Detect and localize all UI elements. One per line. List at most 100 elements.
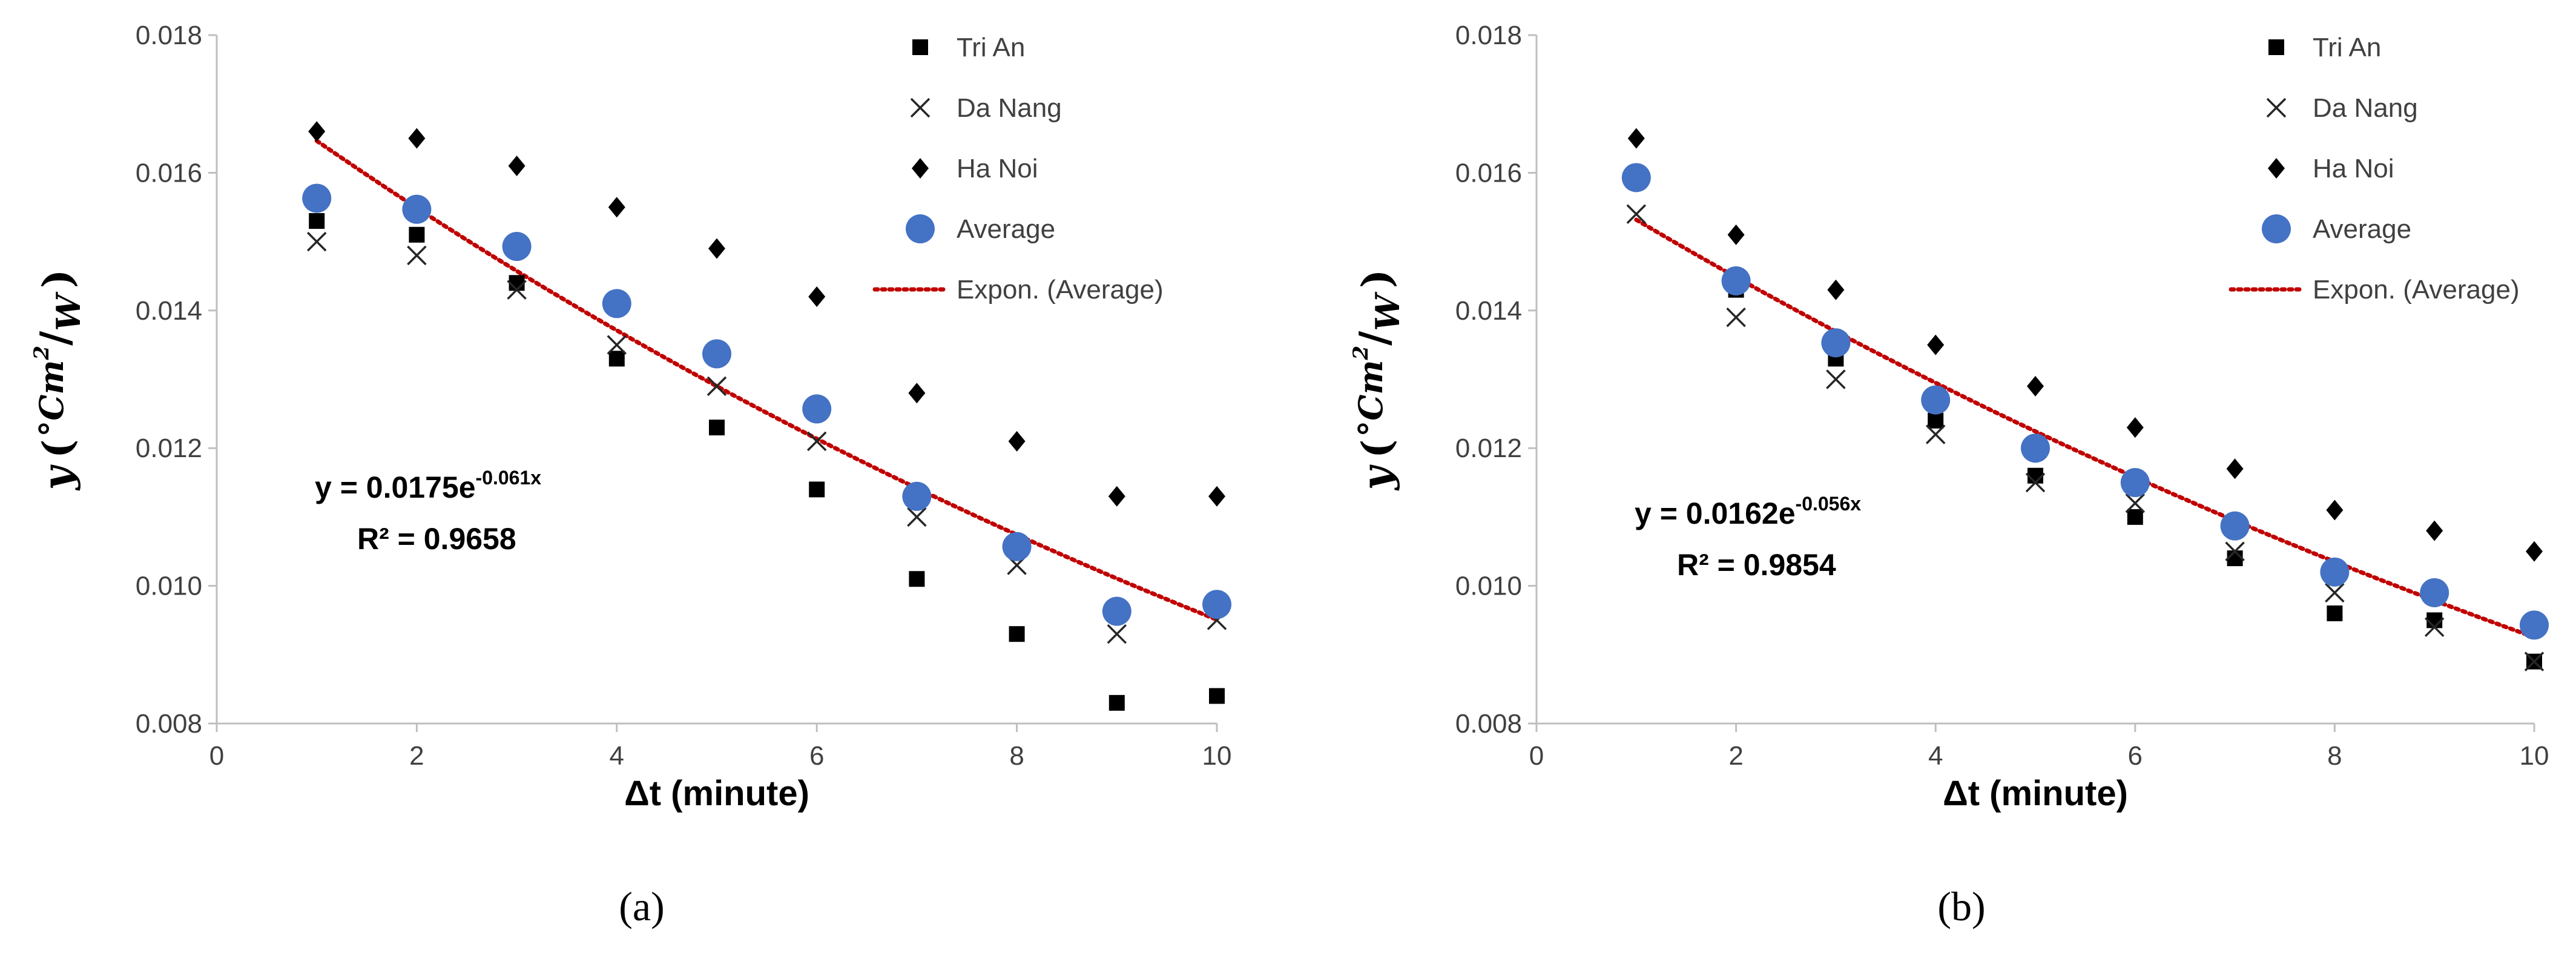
y-tick-label: 0.010 bbox=[1455, 572, 1522, 601]
point-ha-noi bbox=[1727, 224, 1745, 245]
panel-label: (b) bbox=[1937, 883, 1985, 929]
y-tick-label: 0.016 bbox=[1455, 158, 1522, 188]
point-da-nang bbox=[306, 231, 327, 252]
x-tick-label: 0 bbox=[1529, 741, 1544, 771]
point-average bbox=[1202, 590, 1231, 619]
point-tri-an bbox=[1209, 688, 1225, 704]
point-tri-an bbox=[1108, 694, 1125, 711]
point-da-nang bbox=[907, 507, 927, 527]
point-ha-noi bbox=[2526, 541, 2543, 562]
y-tick-label: 0.018 bbox=[136, 21, 202, 50]
legend-marker-average bbox=[2262, 214, 2291, 243]
y-axis-title-paren: ( bbox=[34, 440, 81, 458]
y-tick-label: 0.014 bbox=[136, 296, 202, 326]
y-axis-title-unit: °Cm bbox=[32, 360, 71, 437]
point-average bbox=[2520, 610, 2549, 640]
point-average bbox=[2320, 557, 2350, 587]
point-ha-noi bbox=[2126, 417, 2144, 438]
legend-label-da-nang: Da Nang bbox=[2313, 93, 2418, 123]
point-tri-an bbox=[2127, 509, 2143, 525]
legend-marker-da-nang bbox=[910, 97, 931, 118]
trendline-expon-average bbox=[1634, 217, 2537, 639]
legend-label-average: Average bbox=[957, 214, 1055, 244]
y-tick-label: 0.008 bbox=[1455, 709, 1522, 739]
point-da-nang bbox=[1626, 204, 1647, 224]
point-da-nang bbox=[407, 245, 427, 266]
x-tick-label: 0 bbox=[209, 741, 224, 771]
point-ha-noi bbox=[1927, 334, 1945, 355]
point-ha-noi bbox=[608, 197, 625, 218]
r-squared: R² = 0.9658 bbox=[357, 522, 516, 556]
legend-marker-da-nang bbox=[2266, 97, 2287, 118]
legend-marker-ha-noi bbox=[2268, 158, 2285, 179]
point-da-nang bbox=[507, 280, 527, 300]
x-axis-title: Δt (minute) bbox=[624, 774, 809, 813]
chart-panel-b: 0.008 0.010 0.012 0.014 0.016 0.018 0 2 4 6 8 10 Tri… bbox=[1349, 21, 2549, 929]
y-axis-title-paren: ) bbox=[1353, 269, 1400, 288]
point-average bbox=[1002, 532, 1032, 561]
point-average bbox=[602, 289, 631, 318]
y-axis-title-unit-exp: 2 bbox=[1349, 346, 1373, 361]
y-axis-title-paren: ) bbox=[34, 269, 81, 288]
point-da-nang bbox=[2524, 651, 2545, 671]
point-average bbox=[2120, 468, 2150, 498]
point-tri-an bbox=[1009, 626, 1025, 642]
point-da-nang bbox=[1826, 369, 1846, 389]
point-average bbox=[1921, 385, 1951, 415]
equation-base: y = 0.0162e bbox=[1635, 496, 1796, 530]
point-tri-an bbox=[2227, 550, 2243, 567]
point-ha-noi bbox=[1208, 486, 1225, 507]
point-average bbox=[2420, 578, 2449, 607]
y-axis-title-unit-exp: 2 bbox=[30, 346, 54, 361]
legend-label-trendline: Expon. (Average) bbox=[957, 275, 1164, 305]
y-tick-label: 0.012 bbox=[136, 433, 202, 463]
point-da-nang bbox=[2325, 582, 2345, 603]
point-da-nang bbox=[1925, 424, 1946, 444]
point-da-nang bbox=[1107, 624, 1127, 644]
x-tick-label: 8 bbox=[2327, 741, 2342, 771]
legend: Tri An Da Nang Ha Noi Average Expon. (Averag… bbox=[2228, 33, 2520, 305]
legend-label-ha-noi: Ha Noi bbox=[2313, 154, 2394, 183]
trendline-equation: y = 0.0162e-0.056x bbox=[1635, 493, 1861, 530]
trendline-expon-average bbox=[314, 139, 1219, 622]
point-ha-noi bbox=[508, 156, 525, 177]
y-tick-label: 0.018 bbox=[1455, 21, 1522, 50]
point-average bbox=[2021, 433, 2050, 463]
legend: Tri An Da Nang Ha Noi Average Expon. (Averag… bbox=[872, 33, 1164, 305]
y-tick-label: 0.010 bbox=[136, 572, 202, 601]
point-ha-noi bbox=[808, 286, 826, 308]
chart-panel-a: 0.008 0.010 0.012 0.014 0.016 0.018 0 2 4 6 8 10 Tri… bbox=[30, 21, 1231, 929]
y-tick-label: 0.008 bbox=[136, 709, 202, 739]
point-da-nang bbox=[2424, 617, 2445, 638]
point-average bbox=[502, 232, 532, 262]
r-squared: R² = 0.9854 bbox=[1677, 548, 1836, 582]
legend-label-tri-an: Tri An bbox=[957, 33, 1025, 62]
point-average bbox=[2220, 511, 2250, 541]
point-tri-an bbox=[2327, 605, 2343, 622]
point-average bbox=[1621, 163, 1651, 193]
legend-label-average: Average bbox=[2313, 214, 2411, 244]
point-ha-noi bbox=[2426, 520, 2443, 541]
point-da-nang bbox=[2225, 541, 2245, 561]
x-tick-label: 4 bbox=[1928, 741, 1943, 771]
x-tick-label: 10 bbox=[1202, 741, 1232, 771]
point-ha-noi bbox=[2326, 499, 2344, 521]
point-average bbox=[402, 194, 432, 224]
point-ha-noi bbox=[408, 128, 426, 149]
x-tick-label: 6 bbox=[2128, 741, 2143, 771]
y-tick-label: 0.014 bbox=[1455, 296, 1522, 326]
x-tick-label: 2 bbox=[1728, 741, 1743, 771]
point-ha-noi bbox=[1627, 128, 1645, 149]
x-tick-label: 10 bbox=[2520, 741, 2549, 771]
point-tri-an bbox=[2426, 612, 2443, 628]
y-tick-label: 0.016 bbox=[136, 158, 202, 188]
trendline-equation: y = 0.0175e-0.061x bbox=[315, 467, 541, 504]
equation-exponent: -0.056x bbox=[1796, 493, 1862, 515]
x-axis-title: Δt (minute) bbox=[1943, 774, 2128, 813]
point-average bbox=[1102, 596, 1132, 626]
point-average bbox=[1821, 328, 1851, 358]
point-ha-noi bbox=[708, 238, 725, 259]
y-axis-title-unit-den: W bbox=[1368, 291, 1407, 331]
y-axis-title-unit-den: W bbox=[49, 291, 88, 331]
point-average bbox=[1721, 266, 1751, 295]
